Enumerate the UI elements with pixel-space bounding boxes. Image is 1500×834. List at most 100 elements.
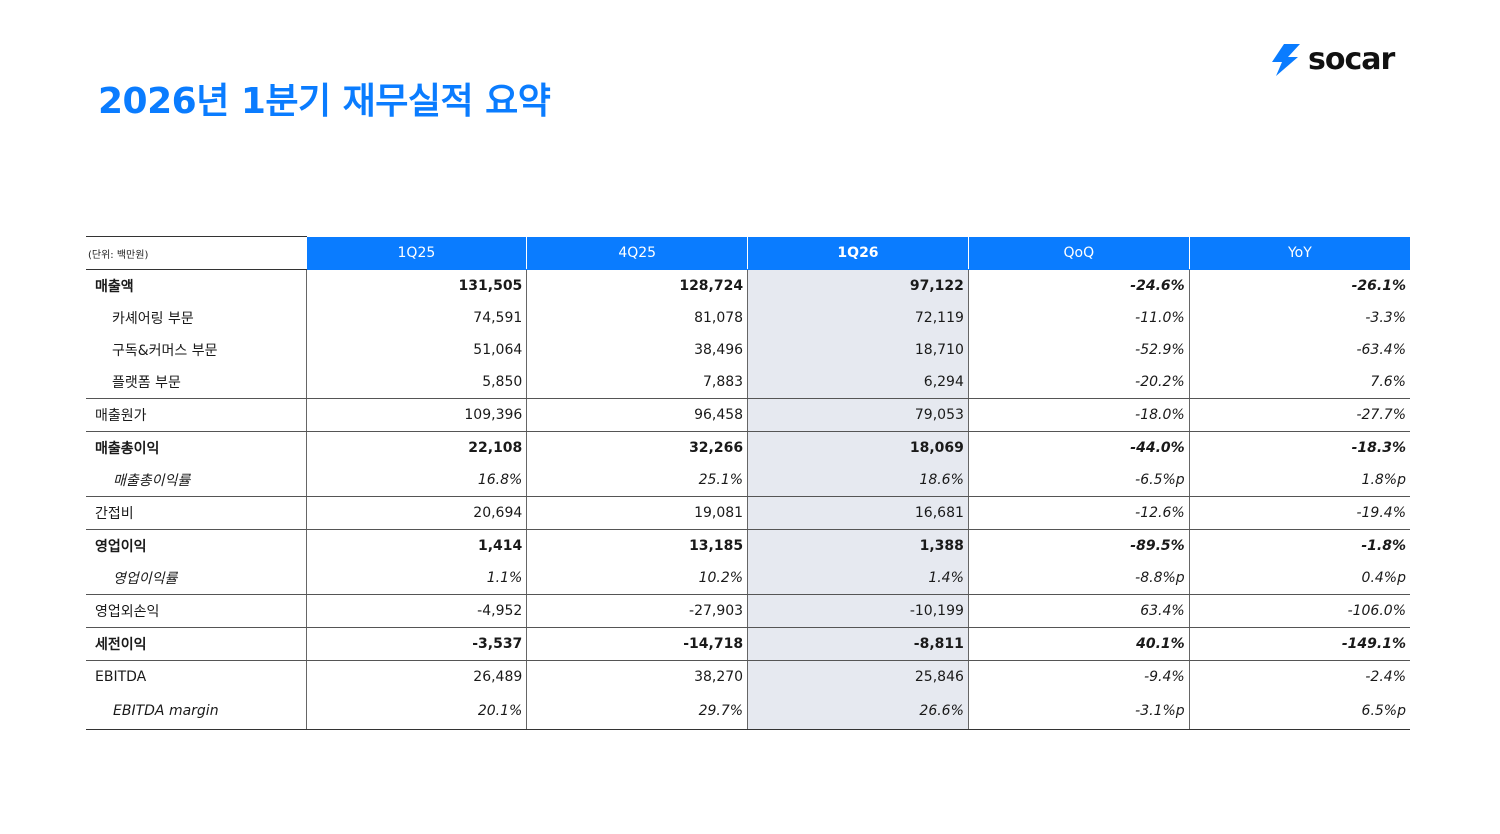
table-row-operating-margin: 영업이익률 1.1% 10.2% 1.4% -8.8%p 0.4%p [86,562,1410,595]
table-row-subscription-commerce: 구독&커머스 부문 51,064 38,496 18,710 -52.9% -6… [86,334,1410,366]
row-label: 플랫폼 부문 [86,366,306,399]
unit-label: (단위: 백만원) [86,236,306,270]
socar-logo: socar [1270,42,1395,77]
row-label: 카셰어링 부문 [112,311,194,327]
row-label: 영업이익 [95,539,147,555]
cell-4q25: 7,883 [526,366,748,399]
financial-summary-table: (단위: 백만원) 1Q25 4Q25 1Q26 QoQ YoY 매출액 131… [86,236,1410,730]
row-label: 구독&커머스 부문 [112,343,218,359]
row-label: 영업이익률 [86,562,306,595]
cell-1q25: 20.1% [305,693,527,730]
cell-1q26: 1,388 [747,529,969,562]
cell-1q26: 18,710 [747,334,969,366]
socar-bolt-logo-icon [1272,44,1300,76]
cell-1q26: -10,199 [747,594,969,628]
row-label: EBITDA [95,669,147,685]
cell-yoy: -19.4% [1188,496,1410,530]
cell-qoq: -20.2% [967,366,1190,399]
table-row-operating-profit: 영업이익 1,414 13,185 1,388 -89.5% -1.8% [86,529,1410,562]
table-row-overhead: 간접비 20,694 19,081 16,681 -12.6% -19.4% [86,496,1410,530]
cell-yoy: -1.8% [1188,529,1410,562]
table-row-cost-of-revenue: 매출원가 109,396 96,458 79,053 -18.0% -27.7% [86,398,1410,432]
cell-1q25: 1,414 [305,529,527,562]
row-label: 세전이익 [86,627,306,661]
cell-4q25: 96,458 [526,398,748,432]
cell-1q25: 26,489 [305,660,527,693]
cell-qoq: -89.5% [967,529,1190,562]
cell-4q25: 25.1% [526,464,748,497]
row-label: 매출총이익률 [86,464,306,497]
cell-qoq: -8.8%p [967,562,1190,595]
cell-1q26: 79,053 [747,398,969,432]
page-title: 2026년 1분기 재무실적 요약 [98,81,551,122]
cell-4q25: 38,270 [526,660,748,693]
column-header-4q25: 4Q25 [526,236,748,270]
cell-1q25: 16.8% [305,464,527,497]
table-row-gross-margin: 매출총이익률 16.8% 25.1% 18.6% -6.5%p 1.8%p [86,464,1410,497]
table-row-gross-profit: 매출총이익 22,108 32,266 18,069 -44.0% -18.3% [86,431,1410,464]
cell-1q26: 97,122 [747,269,969,302]
table-row-revenue: 매출액 131,505 128,724 97,122 -24.6% -26.1% [86,269,1410,302]
cell-yoy: -2.4% [1188,660,1410,693]
column-header-1q25: 1Q25 [305,236,527,270]
cell-yoy: -18.3% [1188,431,1410,464]
cell-yoy: -27.7% [1188,398,1410,432]
cell-yoy: -26.1% [1188,269,1410,302]
cell-qoq: -52.9% [967,334,1190,366]
cell-qoq: -11.0% [967,302,1190,334]
cell-qoq: -44.0% [967,431,1190,464]
column-header-1q26: 1Q26 [747,236,969,270]
table-row-non-operating: 영업외손익 -4,952 -27,903 -10,199 63.4% -106.… [86,594,1410,628]
table-header-row: (단위: 백만원) 1Q25 4Q25 1Q26 QoQ YoY [86,236,1410,270]
cell-qoq: -9.4% [967,660,1190,693]
row-label: 매출총이익 [95,441,160,457]
column-header-qoq: QoQ [967,236,1190,270]
cell-1q25: 1.1% [305,562,527,595]
cell-4q25: 81,078 [526,302,748,334]
cell-qoq: -12.6% [967,496,1190,530]
cell-1q25: 109,396 [305,398,527,432]
cell-1q25: 22,108 [305,431,527,464]
cell-1q26: 1.4% [747,562,969,595]
cell-qoq: -24.6% [967,269,1190,302]
table-row-ebitda-margin: EBITDA margin 20.1% 29.7% 26.6% -3.1%p 6… [86,693,1410,730]
cell-yoy: -106.0% [1188,594,1410,628]
cell-1q25: 131,505 [305,269,527,302]
cell-1q26: 6,294 [747,366,969,399]
cell-yoy: 7.6% [1188,366,1410,399]
cell-4q25: -27,903 [526,594,748,628]
cell-yoy: 0.4%p [1188,562,1410,595]
row-label: 영업외손익 [86,594,306,628]
cell-4q25: 128,724 [526,269,748,302]
cell-yoy: 1.8%p [1188,464,1410,497]
cell-1q25: 5,850 [305,366,527,399]
table-row-platform: 플랫폼 부문 5,850 7,883 6,294 -20.2% 7.6% [86,366,1410,399]
cell-yoy: -3.3% [1188,302,1410,334]
cell-4q25: 10.2% [526,562,748,595]
row-label: 매출액 [95,279,134,295]
table-row-carsharing: 카셰어링 부문 74,591 81,078 72,119 -11.0% -3.3… [86,302,1410,334]
column-header-yoy: YoY [1188,236,1410,270]
cell-4q25: 32,266 [526,431,748,464]
cell-1q26: 16,681 [747,496,969,530]
cell-1q26: 72,119 [747,302,969,334]
cell-1q25: -4,952 [305,594,527,628]
row-label: 간접비 [86,496,306,530]
cell-1q26: 18,069 [747,431,969,464]
cell-4q25: 38,496 [526,334,748,366]
cell-1q26: -8,811 [747,627,969,661]
cell-1q25: 74,591 [305,302,527,334]
row-label: EBITDA margin [86,693,306,730]
cell-yoy: 6.5%p [1188,693,1410,730]
cell-1q26: 18.6% [747,464,969,497]
logo-text: socar [1308,42,1395,77]
cell-qoq: -6.5%p [967,464,1190,497]
cell-yoy: -63.4% [1188,334,1410,366]
cell-qoq: -3.1%p [967,693,1190,730]
cell-qoq: -18.0% [967,398,1190,432]
table-row-pretax-income: 세전이익 -3,537 -14,718 -8,811 40.1% -149.1% [86,627,1410,661]
cell-1q26: 25,846 [747,660,969,693]
cell-1q25: 20,694 [305,496,527,530]
cell-4q25: -14,718 [526,627,748,661]
row-label: 매출원가 [86,398,306,432]
